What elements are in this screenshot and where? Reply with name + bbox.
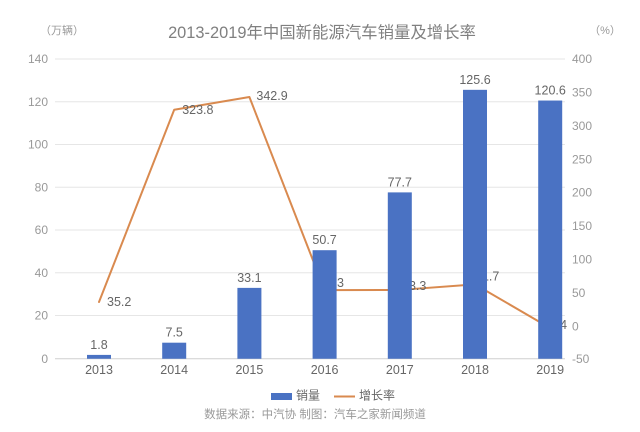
- svg-text:342.9: 342.9: [256, 89, 287, 103]
- svg-text:销量: 销量: [296, 389, 320, 403]
- svg-text:0: 0: [41, 352, 48, 366]
- svg-text:增长率: 增长率: [359, 388, 395, 403]
- svg-text:350: 350: [572, 85, 592, 99]
- svg-text:（万辆）: （万辆）: [40, 23, 84, 37]
- svg-text:-50: -50: [572, 352, 590, 366]
- svg-text:323.8: 323.8: [182, 103, 213, 117]
- svg-text:33.1: 33.1: [237, 271, 261, 285]
- svg-text:125.6: 125.6: [459, 73, 490, 87]
- svg-text:2016: 2016: [311, 363, 339, 377]
- svg-text:0: 0: [572, 319, 579, 333]
- svg-text:100: 100: [572, 253, 592, 267]
- svg-text:2013-2019年中国新能源汽车销量及增长率: 2013-2019年中国新能源汽车销量及增长率: [168, 24, 476, 42]
- svg-text:2015: 2015: [235, 363, 263, 377]
- svg-text:120.6: 120.6: [535, 84, 566, 98]
- svg-text:2019: 2019: [536, 363, 564, 377]
- svg-text:35.2: 35.2: [107, 295, 131, 309]
- svg-text:20: 20: [35, 309, 49, 323]
- svg-text:数据来源：中汽协 制图：汽车之家新闻频道: 数据来源：中汽协 制图：汽车之家新闻频道: [204, 407, 426, 421]
- svg-text:50: 50: [572, 286, 586, 300]
- svg-text:80: 80: [35, 180, 49, 194]
- svg-text:150: 150: [572, 219, 592, 233]
- svg-text:250: 250: [572, 152, 592, 166]
- svg-text:50.7: 50.7: [312, 233, 336, 247]
- svg-text:120: 120: [28, 95, 48, 109]
- svg-text:7.5: 7.5: [166, 326, 183, 340]
- svg-text:60: 60: [35, 223, 49, 237]
- svg-text:77.7: 77.7: [388, 175, 412, 189]
- svg-text:40: 40: [35, 266, 49, 280]
- svg-text:100: 100: [28, 138, 48, 152]
- svg-text:300: 300: [572, 119, 592, 133]
- svg-text:（%）: （%）: [589, 24, 621, 37]
- svg-text:2017: 2017: [386, 363, 414, 377]
- svg-text:2018: 2018: [461, 363, 489, 377]
- svg-text:400: 400: [572, 52, 592, 66]
- svg-text:140: 140: [28, 52, 48, 66]
- svg-text:2013: 2013: [85, 363, 113, 377]
- svg-text:200: 200: [572, 186, 592, 200]
- svg-text:2014: 2014: [160, 363, 188, 377]
- svg-text:1.8: 1.8: [90, 338, 107, 352]
